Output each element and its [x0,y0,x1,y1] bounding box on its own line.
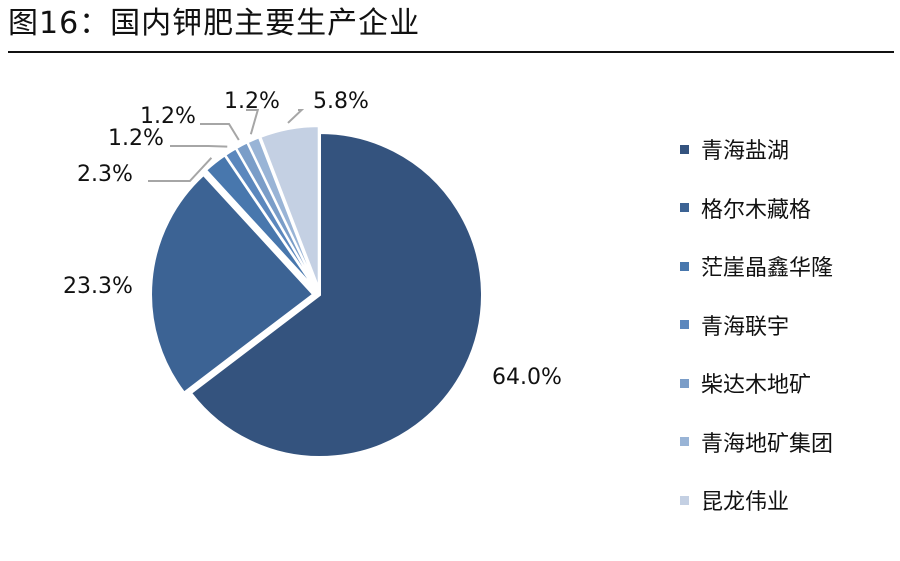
pie-slice-2 [150,173,315,394]
legend-swatch [680,495,689,505]
legend-label: 柴达木地矿 [701,373,812,399]
legend-label: 昆龙伟业 [701,490,790,516]
legend-item-7: 昆龙伟业 [680,471,833,530]
legend-swatch [680,261,689,271]
data-label-2: 23.3% [63,274,133,299]
legend-item-6: 青海地矿集团 [680,413,833,472]
legend-swatch [680,203,689,213]
data-label-1: 64.0% [492,365,562,390]
leader-line-6 [246,109,260,135]
data-label-5: 1.2% [140,104,196,129]
leader-line-3 [148,157,213,182]
pie-slice-7 [259,125,320,289]
pie-slice-1 [189,131,483,458]
legend-swatch [680,437,689,447]
legend-label: 茫崖晶鑫华隆 [701,256,834,282]
legend-label: 青海联宇 [701,314,790,340]
pie-slice-6 [246,136,319,289]
chart-title: 图16：国内钾肥主要生产企业 [8,6,421,41]
legend-swatch [680,378,689,388]
leader-line-5 [200,123,240,141]
data-label-6: 1.2% [224,89,280,114]
legend-label: 青海盐湖 [701,139,790,165]
title-divider [8,51,894,53]
legend-item-2: 格尔木藏格 [680,179,833,238]
legend-swatch [680,320,689,330]
data-label-7: 5.8% [313,89,369,114]
legend-item-5: 柴达木地矿 [680,354,833,413]
data-label-3: 2.3% [77,162,133,187]
legend-item-4: 青海联宇 [680,296,833,355]
leader-line-7 [287,109,305,124]
legend-item-3: 茫崖晶鑫华隆 [680,237,833,296]
data-label-4: 1.2% [108,126,164,151]
legend-label: 青海地矿集团 [701,431,834,457]
legend-label: 格尔木藏格 [701,197,812,223]
legend-swatch [680,144,689,154]
chart-legend: 青海盐湖格尔木藏格茫崖晶鑫华隆 青海联宇柴达木地矿青海地矿集团 昆龙伟业 [680,120,833,530]
legend-item-1: 青海盐湖 [680,120,833,179]
leader-line-4 [170,145,228,148]
